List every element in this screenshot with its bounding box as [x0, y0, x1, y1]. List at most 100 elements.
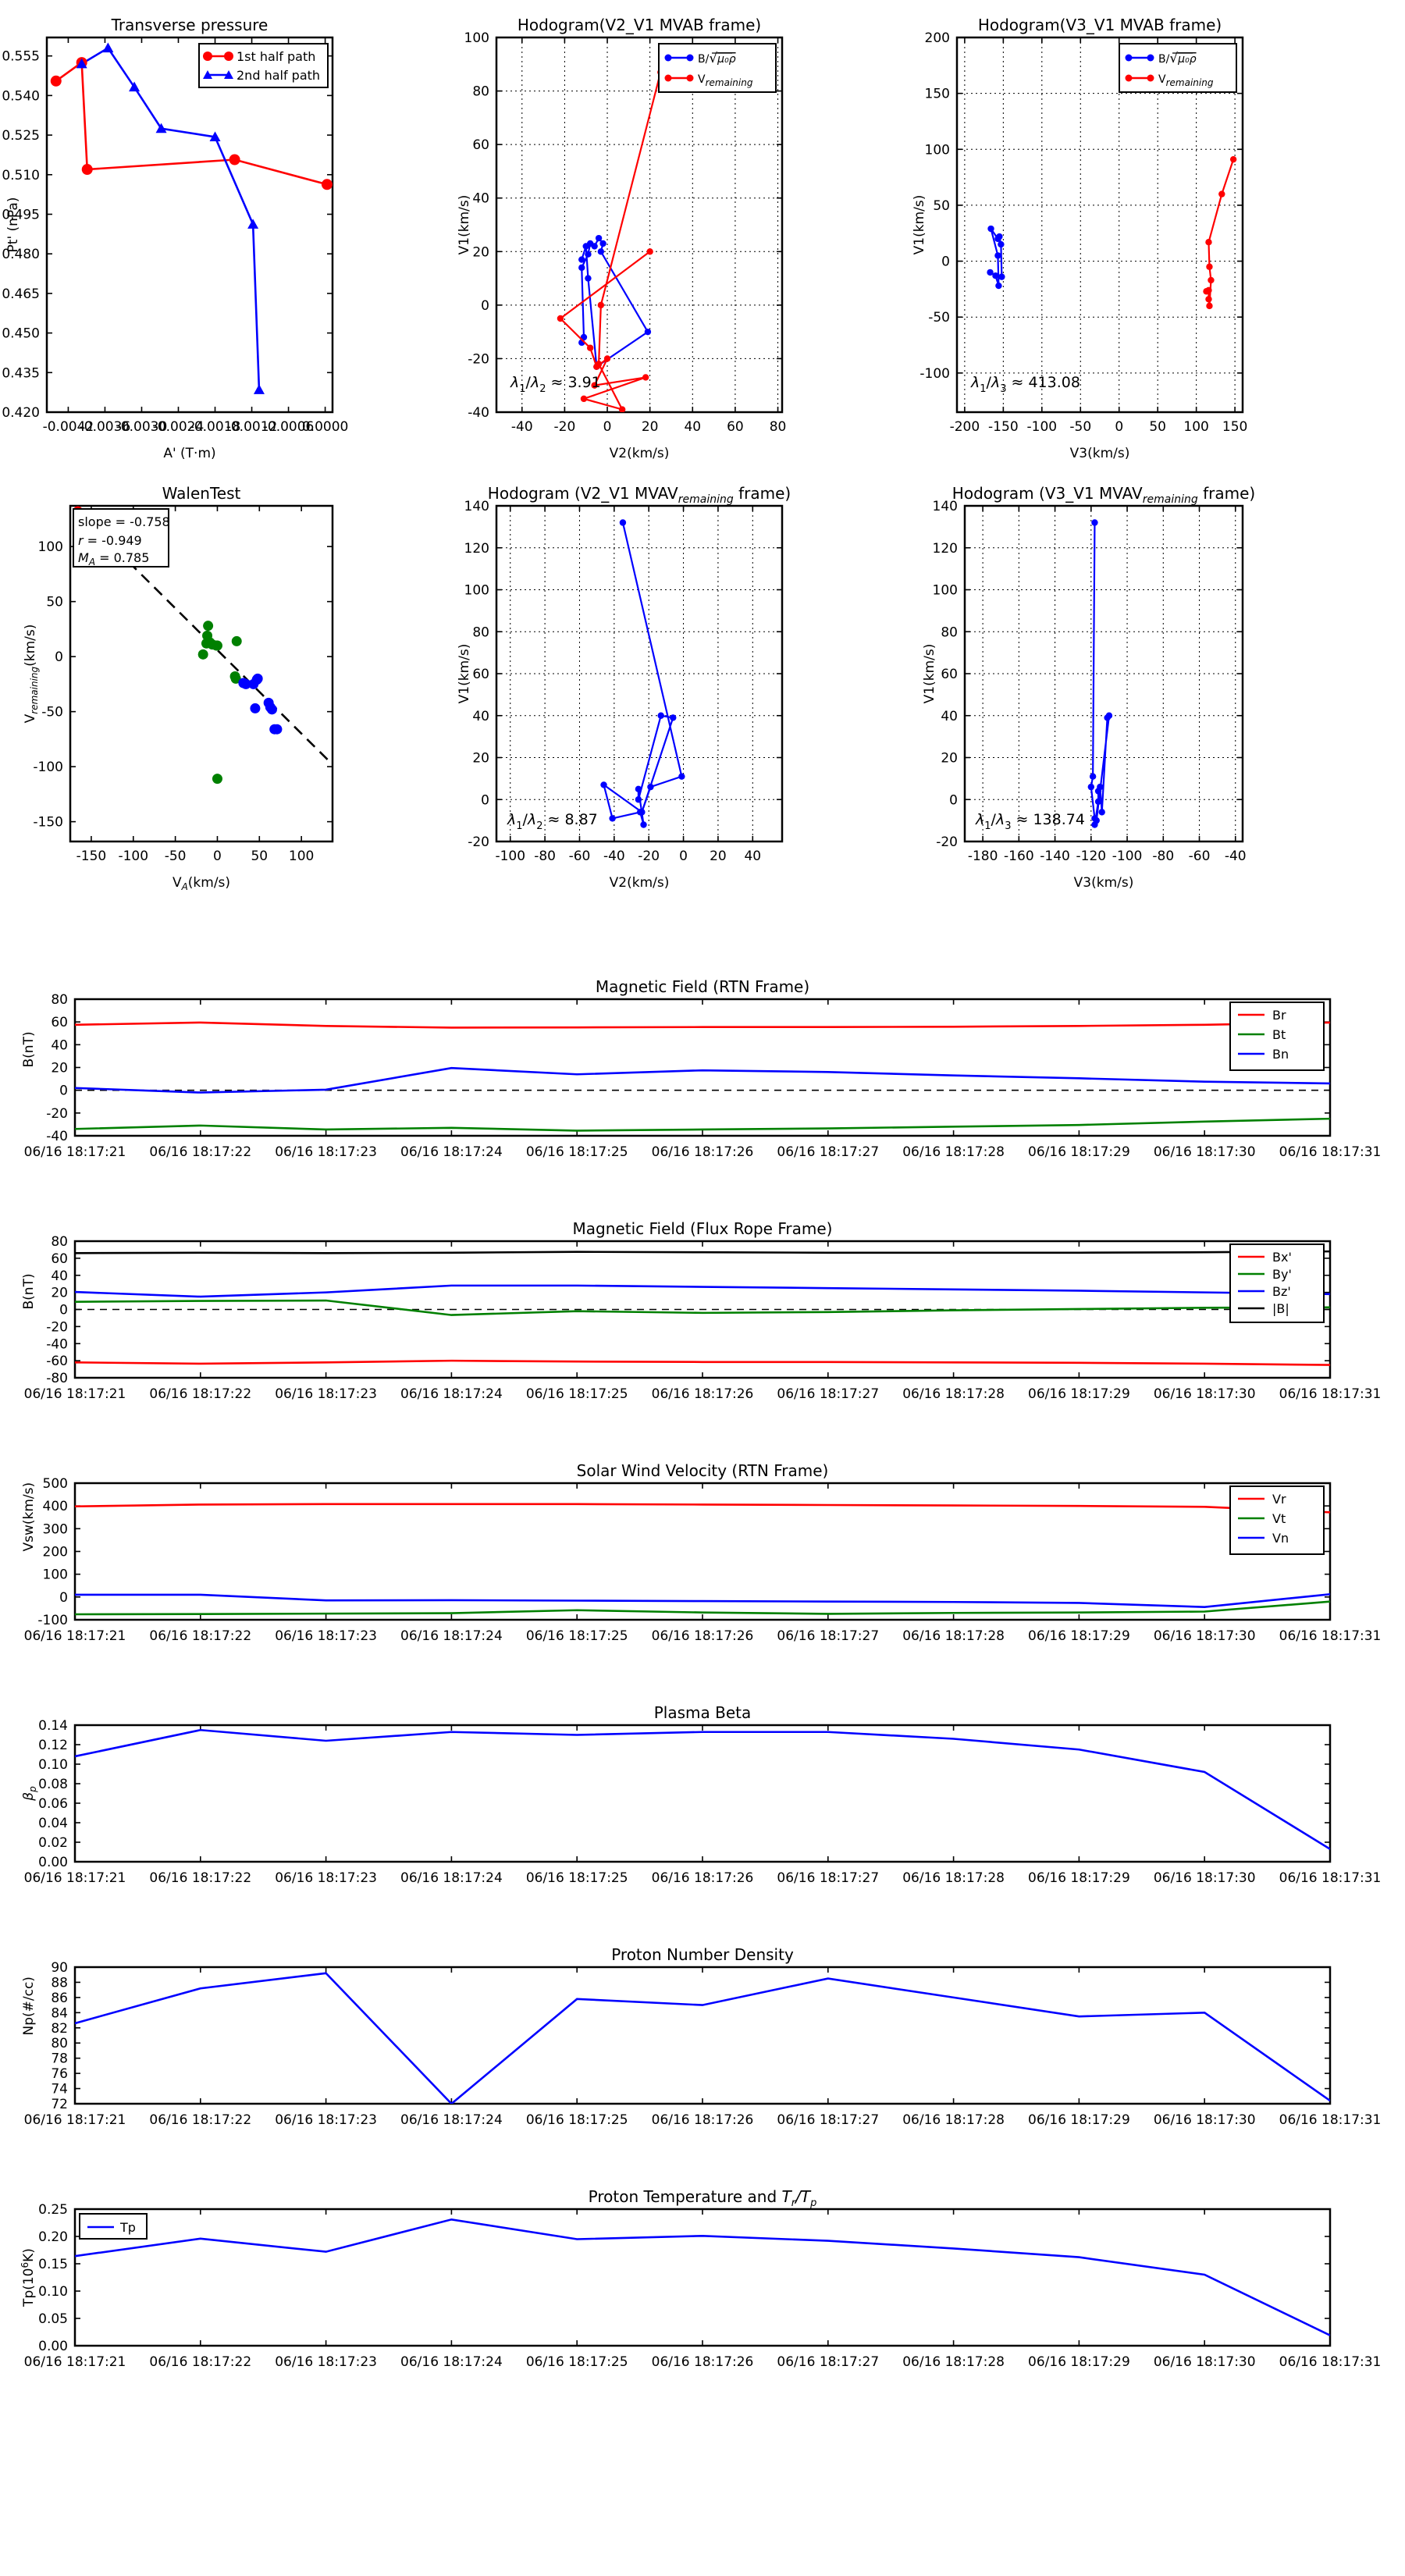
panel-magnetic-field-rtn: Magnetic Field (RTN Frame) 06/16 18:17:21… — [21, 977, 1381, 1160]
x-tick-label: 06/16 18:17:29 — [1028, 1870, 1130, 1886]
x-tick-label: 06/16 18:17:23 — [275, 1144, 377, 1160]
plot-frame — [955, 36, 1244, 414]
hodo4-x-axis-label: V3(km/s) — [1074, 875, 1134, 891]
y-tick-label: 0.420 — [2, 405, 40, 421]
y-tick-label: 0.00 — [38, 2339, 68, 2354]
x-tick-label: -0.0036 — [80, 419, 131, 435]
x-tick-label: 06/16 18:17:25 — [526, 1144, 628, 1160]
x-tick-label: 06/16 18:17:28 — [902, 2112, 1005, 2128]
series-line-Br — [75, 1021, 1330, 1029]
svg-text:Proton Number Density: Proton Number Density — [611, 1945, 794, 1964]
y-tick-label: 0.525 — [2, 128, 40, 144]
y-tick-label: 0.540 — [2, 88, 40, 104]
second-half-path-marker — [253, 384, 265, 394]
x-tick-label: 100 — [289, 849, 314, 864]
panel-hodogram-v2v1-mvab-title: Hodogram(V2_V1 MVAB frame) — [518, 16, 761, 34]
legend-marker-vremaining — [1125, 74, 1133, 82]
walen-x-axis-label: VA(km/s) — [173, 875, 230, 892]
x-tick-label: -20 — [638, 849, 660, 864]
y-tick-label: 140 — [464, 499, 489, 514]
hodogram-v2v1-mvav-title: Hodogram (V2_V1 MVAVremaining frame) — [488, 484, 791, 506]
hodogram-point-0 — [585, 275, 592, 282]
walen-point-group-green — [212, 774, 222, 785]
hodogram-point-1 — [597, 301, 605, 309]
hodo1-x-axis-label: V2(km/s) — [610, 446, 670, 461]
x-tick-label: 06/16 18:17:28 — [902, 1144, 1005, 1160]
legend-marker-first-half — [224, 52, 233, 61]
x-tick-label: 50 — [1149, 419, 1166, 435]
hodo2-y-axis-label: V1(km/s) — [912, 195, 927, 255]
eigenvalue-ratio-annotation: λ1/λ2 ≈ 3.91 — [510, 374, 601, 395]
panel-transverse-pressure-title: Transverse pressure — [111, 16, 269, 34]
x-tick-label: -80 — [1152, 849, 1174, 864]
hodogram-trajectory-point — [647, 783, 654, 791]
hodogram-trajectory-point — [635, 796, 642, 803]
x-tick-label: 06/16 18:17:26 — [652, 1628, 754, 1644]
x-tick-label: 06/16 18:17:27 — [777, 1870, 879, 1886]
x-tick-label: 0 — [603, 419, 612, 435]
y-tick-label: 0.14 — [38, 1718, 68, 1734]
b-fluxrope-y-axis-label: B(nT) — [21, 1273, 37, 1309]
walen-point-group-green — [231, 635, 242, 646]
y-tick-label: 0.450 — [2, 326, 40, 342]
walen-point-group-blue — [266, 704, 277, 715]
x-tick-label: 06/16 18:17:27 — [777, 1386, 879, 1402]
y-tick-label: 0 — [59, 1303, 68, 1318]
y-tick-label: 80 — [472, 84, 489, 100]
legend-marker-first-half — [203, 52, 212, 61]
y-tick-label: 150 — [925, 87, 950, 102]
x-tick-label: 0.0000 — [302, 419, 348, 435]
legend-transverse-pressure — [198, 43, 329, 88]
second-half-path-line — [80, 46, 261, 390]
x-tick-label: -0.0012 — [226, 419, 278, 435]
x-tick-label: -200 — [950, 419, 980, 435]
y-tick-label: -20 — [936, 834, 958, 850]
second-half-path-marker — [155, 123, 167, 133]
y-tick-label: 100 — [43, 1567, 68, 1583]
hodogram-point-1 — [1206, 302, 1213, 310]
y-tick-label: 200 — [925, 30, 950, 46]
panel-solar-wind-velocity-rtn: Solar Wind Velocity (RTN Frame) 06/16 18:… — [21, 1461, 1381, 1644]
y-tick-label: 20 — [941, 751, 958, 767]
hodogram-line-1 — [1206, 158, 1235, 307]
legend-label-Bn: Bn — [1272, 1047, 1289, 1062]
x-tick-label: 06/16 18:17:30 — [1154, 1144, 1256, 1160]
y-tick-label: 0.480 — [2, 247, 40, 262]
x-tick-label: 06/16 18:17:24 — [400, 2112, 503, 2128]
svg-text:Hodogram(V2_V1 MVAB frame): Hodogram(V2_V1 MVAB frame) — [518, 16, 761, 34]
series-line-Vt — [75, 1600, 1330, 1616]
svg-text:Solar Wind Velocity (RTN Frame: Solar Wind Velocity (RTN Frame) — [577, 1461, 829, 1480]
x-tick-label: 06/16 18:17:29 — [1028, 2354, 1130, 2370]
second-half-path-marker — [247, 219, 259, 229]
plot-frame — [73, 1966, 1332, 2105]
x-tick-label: 06/16 18:17:22 — [149, 1386, 251, 1402]
legend-hodogram-v3v1-mvab — [1119, 43, 1237, 93]
series-line-beta_p — [75, 1728, 1330, 1850]
y-tick-label: 20 — [51, 1286, 68, 1301]
x-tick-label: 06/16 18:17:22 — [149, 1628, 251, 1644]
hodogram-trajectory-point — [609, 815, 616, 822]
x-tick-label: -100 — [1027, 419, 1058, 435]
hodogram-point-0 — [585, 251, 592, 258]
legend-label-alfven-velocity: B/√μ₀ρ — [698, 51, 736, 66]
walen-y-axis-label: Vremaining(km/s) — [23, 624, 40, 724]
first-half-path-marker — [321, 179, 333, 190]
y-tick-label: -60 — [46, 1354, 68, 1369]
x-tick-label: 40 — [684, 419, 701, 435]
y-tick-label: 60 — [941, 667, 958, 682]
y-tick-label: 60 — [472, 137, 489, 153]
y-tick-label: 0.08 — [38, 1777, 68, 1792]
x-tick-label: 06/16 18:17:28 — [902, 1628, 1005, 1644]
y-tick-label: -100 — [33, 760, 63, 775]
legend-label-By': By' — [1272, 1267, 1292, 1282]
y-tick-label: 0.495 — [2, 207, 40, 222]
hodogram-point-1 — [1206, 263, 1213, 270]
series-line-Bt — [75, 1117, 1330, 1132]
panel-plasma-beta-title: Plasma Beta — [654, 1703, 752, 1722]
y-tick-label: 0 — [59, 1590, 68, 1606]
x-tick-label: 06/16 18:17:29 — [1028, 1144, 1130, 1160]
y-tick-label: 0.25 — [38, 2202, 68, 2218]
x-tick-label: 06/16 18:17:31 — [1279, 1386, 1382, 1402]
hodogram-trajectory-point — [640, 821, 647, 828]
x-tick-label: 06/16 18:17:27 — [777, 1628, 879, 1644]
